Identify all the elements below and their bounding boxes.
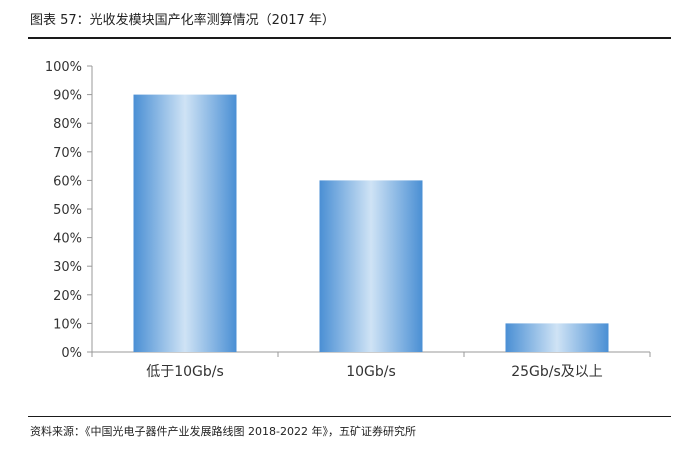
y-tick-label: 60% [53,174,82,189]
y-tick-label: 80% [53,117,82,132]
bar [505,323,609,352]
bar [133,94,237,352]
title-divider [28,37,671,39]
y-tick-label: 0% [61,346,82,361]
bar-layer [133,94,609,352]
y-tick-label: 20% [53,289,82,304]
y-tick-label: 30% [53,260,82,275]
source-divider [28,416,671,417]
source-note: 资料来源：《中国光电子器件产业发展路线图 2018-2022 年》，五矿证券研究… [30,425,416,438]
y-tick-label: 50% [53,203,82,218]
figure-title: 图表 57：光收发模块国产化率测算情况（2017 年） [30,13,335,28]
y-tick-label: 70% [53,146,82,161]
y-tick-label: 100% [45,60,82,75]
bar [319,180,423,352]
x-category-label: 25Gb/s及以上 [511,364,603,380]
y-tick-label: 10% [53,317,82,332]
y-tick-label: 90% [53,89,82,104]
label-layer: 0% 10% 20% 30% 40% 50% 60% 70% 80% 90% 100% 低于10Gb/… [45,60,603,380]
y-tick-label: 40% [53,232,82,247]
x-category-label: 低于10Gb/s [146,364,224,380]
x-category-label: 10Gb/s [346,364,396,380]
